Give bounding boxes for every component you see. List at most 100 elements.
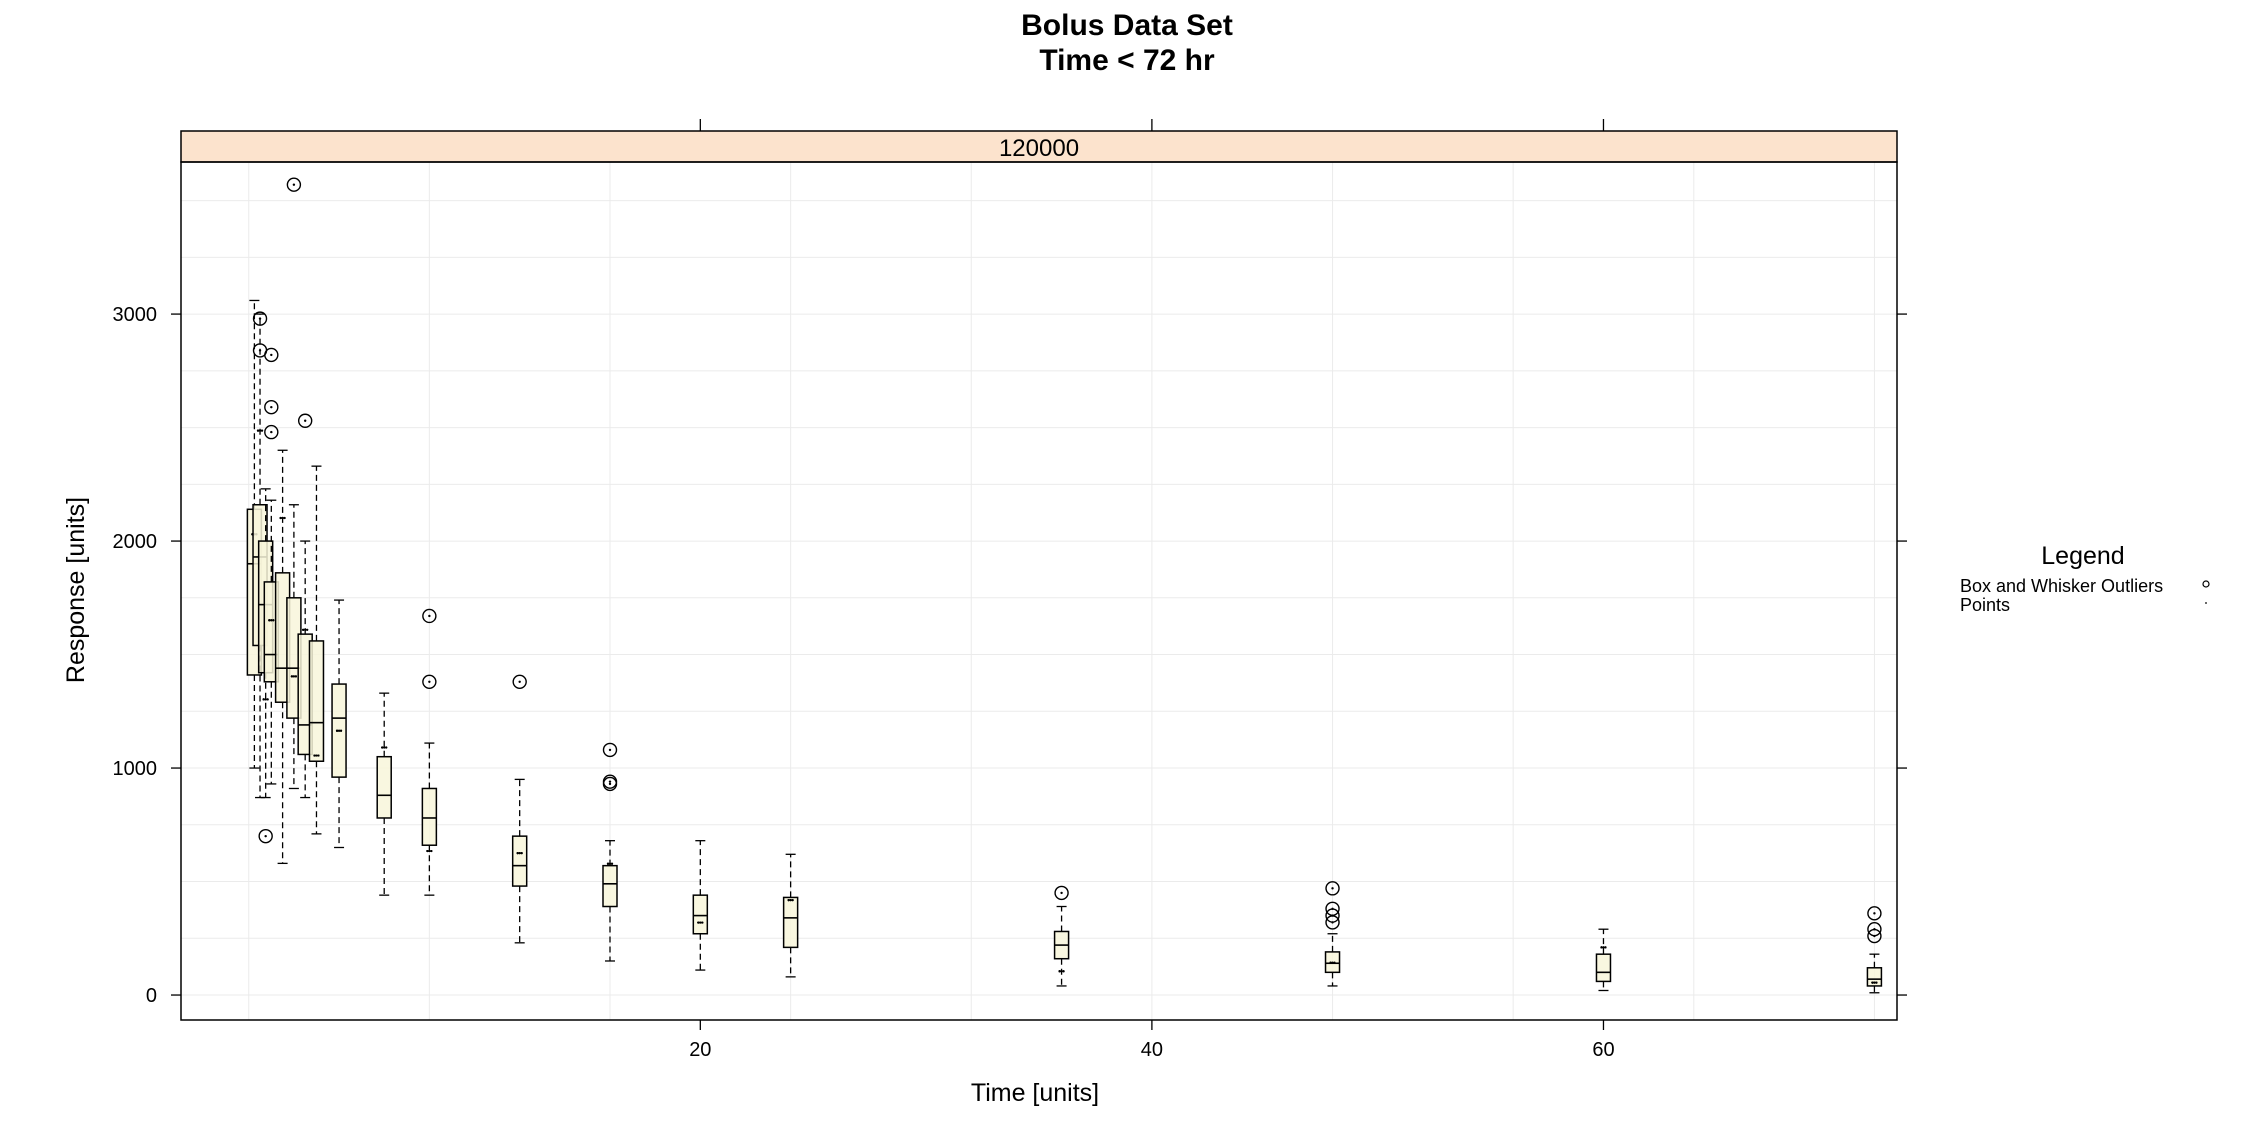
chart-subtitle: Time < 72 hr xyxy=(1039,44,1215,77)
plot-frame xyxy=(180,161,1898,1021)
outlier-point xyxy=(602,742,618,758)
box xyxy=(692,894,709,935)
outlier-center xyxy=(264,834,267,838)
box xyxy=(511,835,528,887)
outlier-point xyxy=(1054,885,1069,901)
data-point xyxy=(381,746,384,749)
legend-item-outliers: Box and Whisker Outliers xyxy=(1960,576,2163,596)
box xyxy=(308,640,325,762)
outlier-center xyxy=(1060,891,1063,895)
outlier-center xyxy=(428,680,431,683)
data-point xyxy=(302,628,305,631)
data-point xyxy=(1062,970,1065,973)
data-point xyxy=(315,754,318,757)
data-point xyxy=(290,675,293,678)
x-tick-label: 40 xyxy=(1141,1039,1163,1061)
box xyxy=(421,787,438,846)
legend-title: Legend xyxy=(2041,542,2124,570)
data-point xyxy=(430,849,433,853)
data-point xyxy=(258,429,262,432)
data-point xyxy=(1060,970,1063,973)
box-plot-group xyxy=(331,599,347,849)
x-tick-label: 20 xyxy=(689,1039,711,1061)
data-point xyxy=(701,921,704,924)
outlier-center xyxy=(258,317,262,320)
box xyxy=(782,896,799,949)
data-point xyxy=(266,698,269,701)
box-plot-group xyxy=(376,692,392,896)
data-point xyxy=(697,921,700,924)
outlier-center xyxy=(1873,934,1876,938)
data-point xyxy=(264,698,267,701)
x-tick-label: 60 xyxy=(1592,1039,1614,1061)
data-point xyxy=(610,862,614,865)
data-point xyxy=(339,729,343,732)
box-plots xyxy=(246,177,1883,994)
box-plot-group xyxy=(782,853,799,978)
data-point xyxy=(1873,981,1876,984)
data-point xyxy=(256,429,260,432)
outlier-center xyxy=(608,748,612,752)
data-point xyxy=(789,899,792,902)
box xyxy=(602,864,618,908)
axis-ticks: 20 40 60 0 1000 2000 3000 xyxy=(113,119,1907,1061)
box xyxy=(1866,967,1883,987)
data-point xyxy=(1604,946,1607,949)
data-point xyxy=(608,862,612,865)
y-axis-label: Response [units] xyxy=(62,497,90,683)
outlier-point xyxy=(297,413,313,428)
y-tick-label: 0 xyxy=(146,985,157,1007)
legend-outlier-symbol xyxy=(2202,580,2210,588)
data-point xyxy=(520,852,523,855)
data-point xyxy=(292,675,295,678)
box-plot-group xyxy=(274,449,291,865)
outlier-center xyxy=(270,405,273,409)
y-tick-label: 3000 xyxy=(113,304,158,326)
outlier-center xyxy=(270,430,273,434)
outlier-center xyxy=(292,183,296,186)
outlier-point xyxy=(286,177,302,192)
data-point xyxy=(270,619,273,622)
outlier-point xyxy=(1325,881,1340,896)
outlier-point xyxy=(258,828,273,844)
x-axis-label: Time [units] xyxy=(971,1079,1099,1107)
data-point xyxy=(1875,981,1878,984)
data-point xyxy=(699,921,702,924)
legend-item-points: Points xyxy=(1960,595,2010,615)
legend: Legend Box and Whisker Outliers Points xyxy=(1960,542,2210,615)
data-point xyxy=(383,746,386,749)
data-point xyxy=(260,429,264,432)
data-point xyxy=(1058,970,1061,973)
box-plot-group xyxy=(263,347,280,785)
data-point xyxy=(317,754,320,757)
data-point xyxy=(262,698,265,701)
data-point xyxy=(426,849,429,853)
box-plot-group xyxy=(1866,906,1883,994)
outlier-center xyxy=(518,680,521,683)
box-plot-group xyxy=(602,742,618,962)
data-point xyxy=(1871,981,1874,984)
outlier-center xyxy=(258,349,262,352)
data-point xyxy=(335,729,339,732)
box-plot-group xyxy=(421,608,438,896)
outlier-center xyxy=(1331,887,1334,890)
outlier-center xyxy=(428,614,431,618)
outlier-point xyxy=(422,608,437,624)
data-point xyxy=(268,619,271,622)
data-point xyxy=(272,619,275,622)
box-plot-group xyxy=(1053,885,1070,987)
data-point xyxy=(283,516,286,520)
box-plot-group xyxy=(308,465,325,835)
data-point xyxy=(518,852,521,855)
outlier-point xyxy=(602,776,618,792)
box-plot-group xyxy=(1324,881,1341,987)
outlier-center xyxy=(1873,912,1876,915)
outlier-point xyxy=(264,399,279,415)
outlier-center xyxy=(270,353,273,357)
data-point xyxy=(516,852,519,855)
strip-background xyxy=(180,130,1898,163)
data-point xyxy=(279,516,282,520)
data-point xyxy=(1333,961,1336,964)
outlier-point xyxy=(264,424,279,440)
data-point xyxy=(1602,946,1605,949)
